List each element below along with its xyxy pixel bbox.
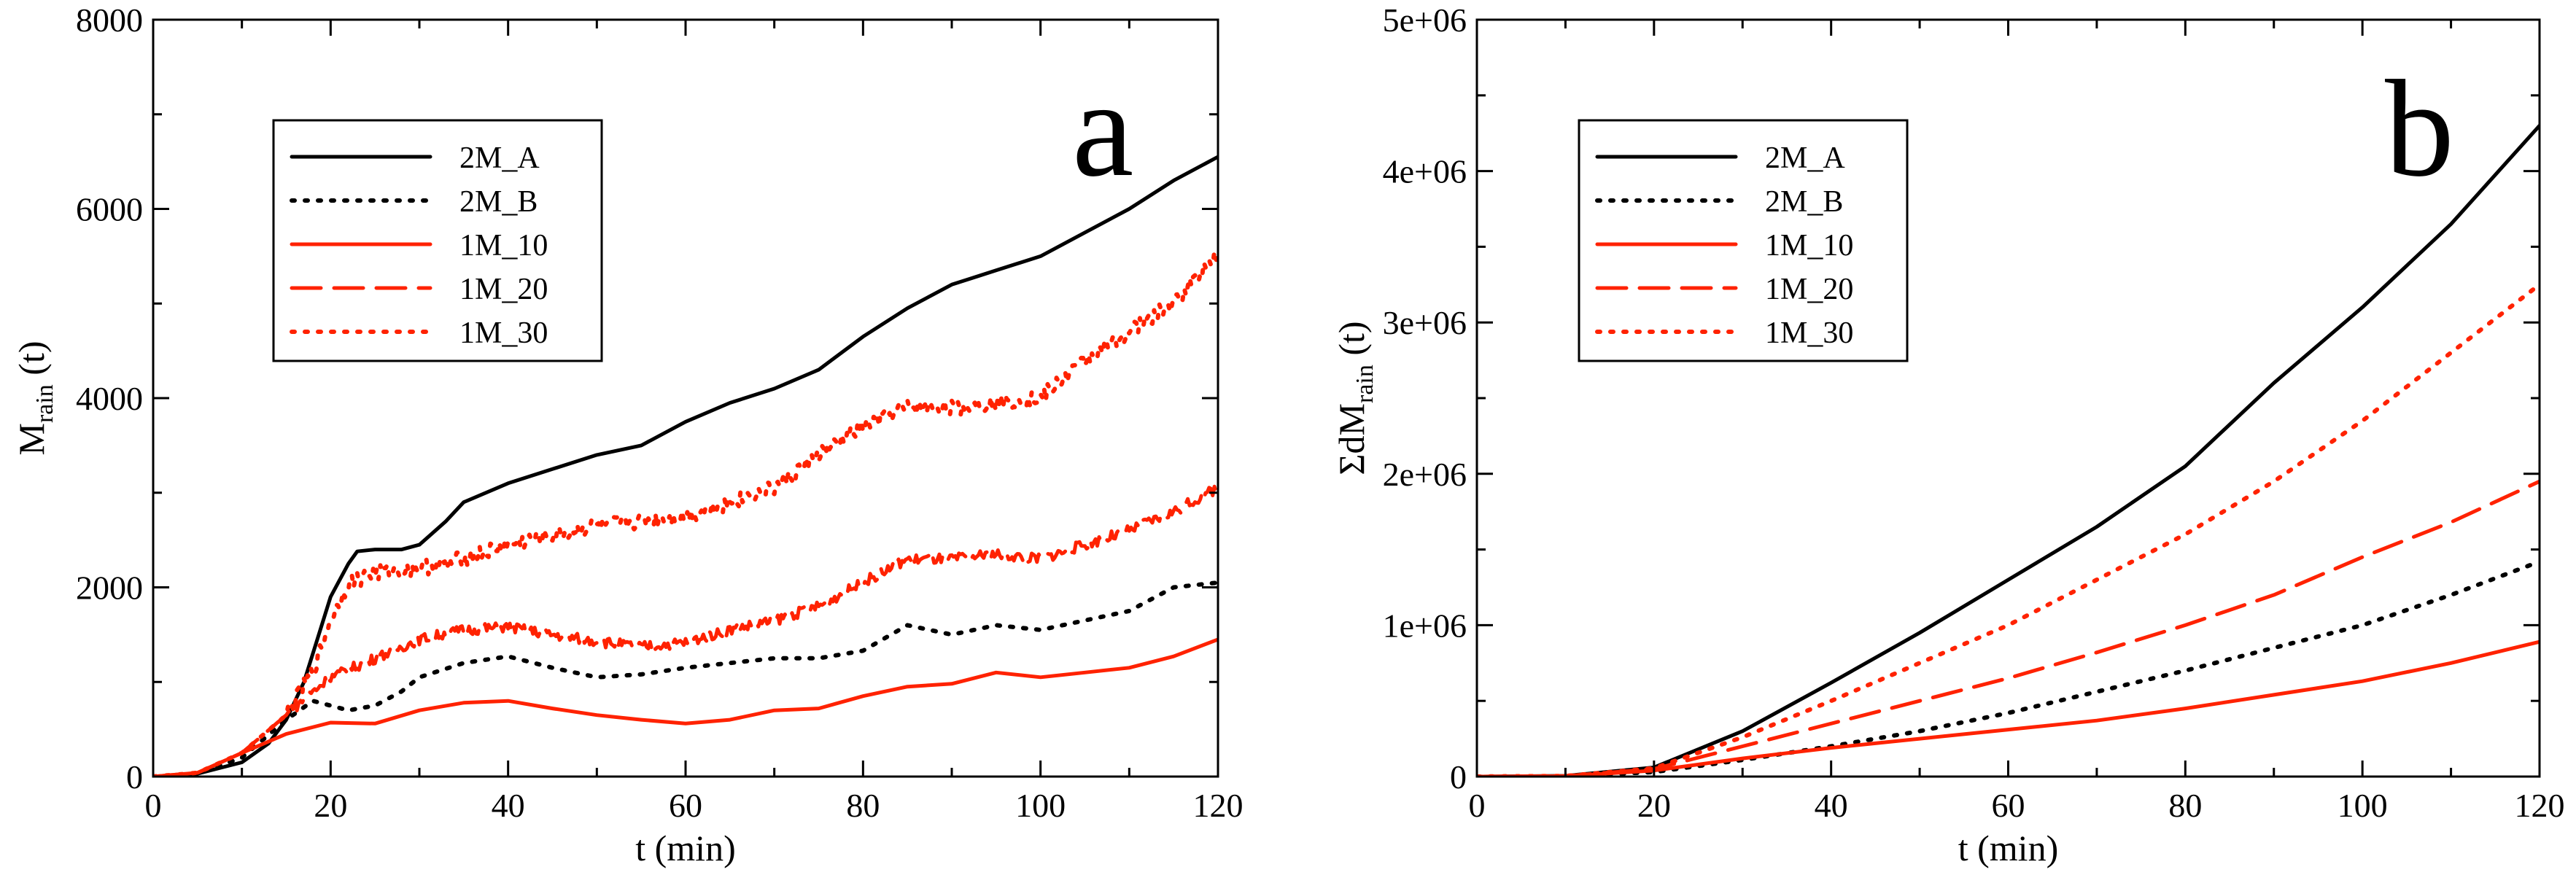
x-tick-label: 20 [314, 787, 347, 824]
panel-a-chart: 0 20 40 60 80 100 120 0 2000 4000 6000 8000 t (min) M… [11, 1, 1244, 868]
x-axis-label: t (min) [635, 828, 735, 868]
y-tick-label: 8000 [76, 1, 143, 39]
legend-label-1m-10: 1M_10 [459, 229, 548, 262]
legend-label-2m-b: 2M_B [459, 185, 538, 219]
y-axis-label-main: M [11, 423, 52, 455]
y-axis-label: Mrain (t) [11, 341, 58, 455]
series-line-1m-20 [1477, 479, 2540, 777]
x-tick-label: 0 [145, 787, 162, 824]
x-tick-label: 40 [492, 787, 525, 824]
legend-label-1m-20: 1M_20 [1765, 273, 1853, 306]
y-axis-label-suffix: (t) [11, 341, 52, 384]
x-tick-label: 0 [1469, 787, 1486, 824]
y-tick-label: 3e+06 [1383, 304, 1467, 341]
y-axis-label-main: ΣdM [1331, 403, 1372, 475]
panel-b-chart: 0 20 40 60 80 100 120 0 1e+06 2e+06 3e+06 4e+06 5e+0… [1331, 1, 2565, 868]
y-tick-label: 5e+06 [1383, 1, 1467, 39]
x-tick-label: 100 [2338, 787, 2388, 824]
legend-box [1578, 119, 1909, 362]
series-line-2m-b [153, 580, 1218, 777]
legend-label-1m-30: 1M_30 [459, 316, 548, 350]
legend-label-1m-20: 1M_20 [459, 273, 548, 306]
legend-label-2m-a: 2M_A [459, 141, 540, 175]
y-tick-label: 1e+06 [1383, 607, 1467, 644]
series-line-2m-b [1477, 559, 2540, 777]
y-axis-label: ΣdMrain (t) [1331, 321, 1378, 475]
y-tick-label: 0 [126, 758, 143, 796]
panel-letter: b [2385, 52, 2454, 206]
legend-label-1m-10: 1M_10 [1765, 229, 1853, 262]
y-tick-label: 6000 [76, 191, 143, 228]
legend-box [272, 119, 603, 362]
x-tick-label: 80 [846, 787, 880, 824]
x-axis-label: t (min) [1958, 828, 2058, 868]
y-tick-label: 4e+06 [1383, 153, 1467, 190]
y-tick-label: 0 [1450, 758, 1467, 796]
x-tick-label: 60 [669, 787, 702, 824]
y-tick-label: 2e+06 [1383, 456, 1467, 493]
y-tick-label: 2000 [76, 569, 143, 607]
y-axis-label-suffix: (t) [1331, 321, 1372, 365]
x-tick-label: 40 [1815, 787, 1848, 824]
y-tick-label: 4000 [76, 380, 143, 417]
x-tick-label: 60 [1992, 787, 2025, 824]
series-line-1m-10 [1477, 639, 2540, 777]
legend-label-1m-30: 1M_30 [1765, 316, 1853, 350]
x-tick-label: 120 [1193, 787, 1244, 824]
x-tick-label: 100 [1015, 787, 1066, 824]
series-line-1m-20 [153, 484, 1218, 777]
y-axis-label-subscript: rain [1351, 365, 1378, 403]
panel-letter: a [1072, 52, 1133, 206]
y-axis-label-subscript: rain [31, 384, 58, 423]
legend-label-2m-a: 2M_A [1765, 141, 1845, 175]
legend-label-2m-b: 2M_B [1765, 185, 1843, 219]
x-tick-label: 120 [2515, 787, 2565, 824]
series-line-1m-10 [153, 637, 1218, 777]
x-tick-label: 20 [1637, 787, 1671, 824]
x-tick-label: 80 [2168, 787, 2202, 824]
series-line-1m-30 [153, 249, 1218, 777]
